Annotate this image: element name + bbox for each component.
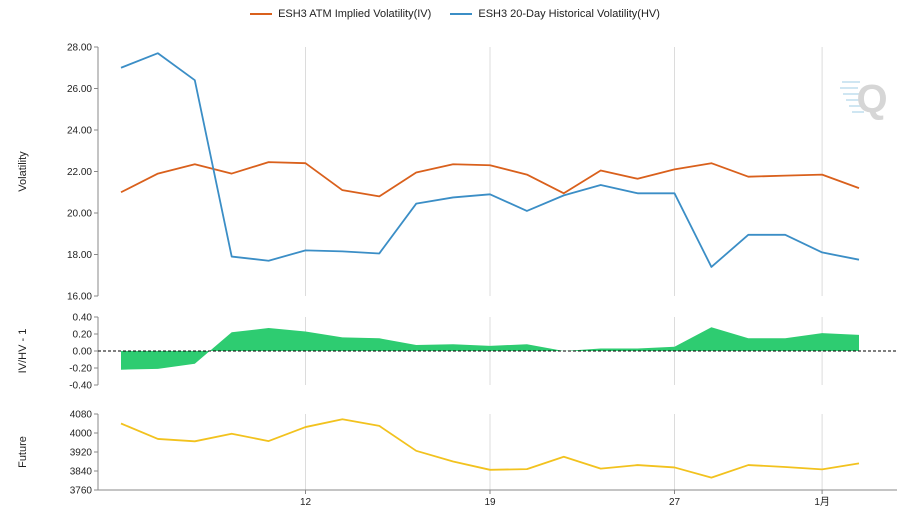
y-axis-title-p2: Future [17,436,29,468]
legend-swatch-hv [450,13,473,15]
x-tick-label-0: 12 [300,497,312,508]
legend-label-hv: ESH3 20-Day Historical Volatility(HV) [478,8,660,20]
y-tick-label-p2-3: 4000 [70,429,93,440]
watermark-text: Q [856,77,887,121]
y-tick-label-p0-5: 26.00 [67,84,92,95]
y-tick-label-p2-4: 4080 [70,410,93,421]
y-tick-label-p1-2: 0.00 [73,347,93,358]
iv-hv-ratio-area [121,327,859,370]
hv-series-line [120,52,860,268]
y-tick-label-p2-0: 3760 [70,486,93,497]
x-tick-label-2: 27 [669,497,681,508]
y-tick-label-p1-0: -0.40 [69,381,92,392]
y-tick-label-p2-1: 3840 [70,467,93,478]
legend-label-iv: ESH3 ATM Implied Volatility(IV) [278,8,432,20]
y-tick-label-p0-0: 16.00 [67,292,92,303]
y-tick-label-p0-6: 28.00 [67,43,92,54]
legend-item-hv[interactable]: ESH3 20-Day Historical Volatility(HV) [450,8,660,20]
iv-series-line [120,161,860,198]
y-tick-label-p1-4: 0.40 [73,313,93,324]
y-axis-title-p1: IV/HV - 1 [17,329,29,374]
x-tick-label-3: 1月 [814,496,830,508]
y-tick-label-p1-3: 0.20 [73,330,93,341]
y-axis-title-p0: Volatility [17,151,29,192]
y-tick-label-p2-2: 3920 [70,448,93,459]
legend-item-iv[interactable]: ESH3 ATM Implied Volatility(IV) [250,8,431,20]
watermark-logo-icon [840,81,864,113]
y-tick-label-p0-2: 20.00 [67,209,92,220]
x-tick-label-1: 19 [484,497,496,508]
future-series-line [120,418,860,479]
legend-swatch-iv [250,13,273,15]
y-tick-label-p1-1: -0.20 [69,364,92,375]
y-tick-label-p0-4: 24.00 [67,126,92,137]
chart-legend: ESH3 ATM Implied Volatility(IV) ESH3 20-… [0,6,910,20]
y-tick-label-p0-1: 18.00 [67,250,92,261]
y-tick-label-p0-3: 22.00 [67,167,92,178]
